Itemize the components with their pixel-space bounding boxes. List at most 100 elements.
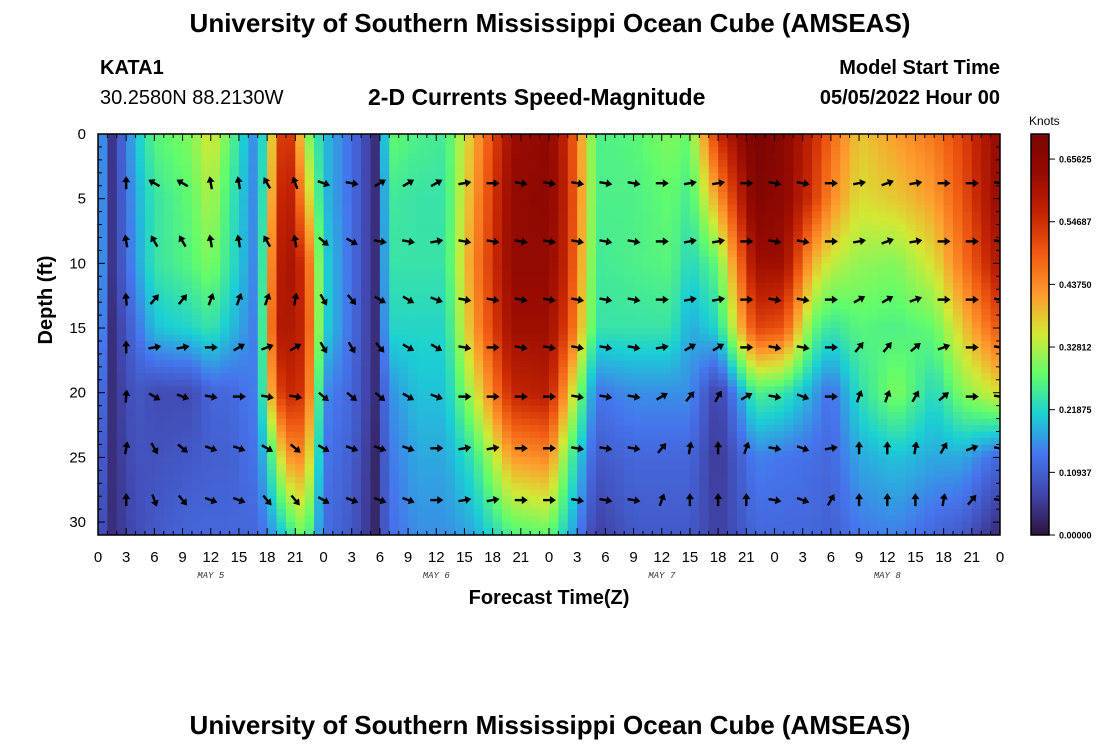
heatmap-cell <box>661 373 672 381</box>
heatmap-cell <box>107 172 118 180</box>
heatmap-cell <box>154 159 165 167</box>
heatmap-cell <box>98 334 108 342</box>
heatmap-cell <box>502 250 513 258</box>
heatmap-cell <box>238 243 249 252</box>
heatmap-cell <box>652 412 663 420</box>
heatmap-cell <box>332 231 343 239</box>
heatmap-cell <box>614 528 625 535</box>
heatmap-cell <box>210 231 221 239</box>
heatmap-cell <box>840 198 851 206</box>
heatmap-cell <box>98 366 108 374</box>
heatmap-cell <box>116 366 127 374</box>
heatmap-cell <box>727 483 738 491</box>
heatmap-cell <box>586 418 597 426</box>
heatmap-cell <box>351 192 362 200</box>
heatmap-cell <box>304 295 315 303</box>
heatmap-cell <box>549 386 559 394</box>
heatmap-cell <box>445 496 456 504</box>
heatmap-cell <box>163 263 174 271</box>
heatmap-cell <box>539 315 550 323</box>
heatmap-cell <box>473 450 484 458</box>
heatmap-cell <box>398 444 409 452</box>
heatmap-cell <box>351 457 362 465</box>
heatmap-cell <box>530 166 541 174</box>
heatmap-cell <box>624 334 635 342</box>
heatmap-cell <box>633 192 644 200</box>
heatmap-cell <box>577 224 588 232</box>
heatmap-cell <box>342 412 353 420</box>
heatmap-cell <box>220 321 231 329</box>
heatmap-cell <box>126 159 137 167</box>
heatmap-cell <box>755 450 766 458</box>
heatmap-cell <box>652 360 663 368</box>
heatmap-cell <box>436 412 447 420</box>
heatmap-cell <box>567 476 578 484</box>
heatmap-cell <box>812 515 823 523</box>
heatmap-cell <box>417 295 428 303</box>
heatmap-cell <box>549 509 559 517</box>
heatmap-cell <box>426 308 437 316</box>
heatmap-cell <box>605 321 616 329</box>
heatmap-cell <box>558 237 569 245</box>
heatmap-cell <box>699 489 710 497</box>
heatmap-cell <box>708 302 719 310</box>
heatmap-cell <box>267 159 278 167</box>
heatmap-cell <box>755 302 766 310</box>
heatmap-cell <box>530 347 541 355</box>
heatmap-cell <box>595 483 606 491</box>
heatmap-cell <box>445 282 456 290</box>
heatmap-cell <box>285 263 296 271</box>
heatmap-cell <box>699 509 710 517</box>
heatmap-cell <box>530 366 541 374</box>
heatmap-cell <box>511 379 522 387</box>
heatmap-cell <box>408 198 419 206</box>
heatmap-cell <box>342 340 353 349</box>
heatmap-cell <box>783 289 794 297</box>
heatmap-cell <box>248 360 259 368</box>
heatmap-cell <box>464 483 475 491</box>
heatmap-cell <box>661 328 672 336</box>
heatmap-cell <box>154 205 165 213</box>
heatmap-cell <box>210 483 221 491</box>
heatmap-cell <box>210 347 221 355</box>
heatmap-cell <box>379 522 390 530</box>
heatmap-cell <box>201 224 212 232</box>
heatmap-cell <box>567 399 578 407</box>
heatmap-cell <box>295 431 306 439</box>
heatmap-cell <box>389 159 400 167</box>
heatmap-cell <box>502 185 513 193</box>
heatmap-cell <box>680 218 691 226</box>
heatmap-cell <box>642 289 653 297</box>
heatmap-cell <box>483 159 494 167</box>
heatmap-cell <box>154 392 165 400</box>
heatmap-cell <box>624 224 635 232</box>
heatmap-cell <box>680 205 691 213</box>
heatmap-cell <box>793 269 804 277</box>
heatmap-cell <box>511 502 522 510</box>
heatmap-cell <box>210 153 221 161</box>
heatmap-cell <box>624 463 635 471</box>
heatmap-cell <box>342 282 353 290</box>
heatmap-cell <box>746 328 757 336</box>
heatmap-cell <box>699 483 710 491</box>
heatmap-cell <box>793 412 804 420</box>
heatmap-cell <box>840 269 851 277</box>
heatmap-cell <box>671 302 682 310</box>
heatmap-cell <box>549 483 559 491</box>
heatmap-cell <box>520 450 531 458</box>
heatmap-cell <box>502 321 513 329</box>
heatmap-cell <box>135 282 146 290</box>
heatmap-cell <box>549 276 559 284</box>
heatmap-cell <box>671 366 682 374</box>
heatmap-cell <box>567 463 578 471</box>
heatmap-cell <box>154 528 165 535</box>
heatmap-cell <box>567 405 578 413</box>
heatmap-cell <box>295 334 306 342</box>
heatmap-cell <box>699 308 710 316</box>
heatmap-cell <box>351 509 362 517</box>
heatmap-cell <box>840 321 851 329</box>
heatmap-cell <box>229 360 240 368</box>
heatmap-cell <box>830 192 841 200</box>
heatmap-cell <box>107 373 118 381</box>
heatmap-cell <box>445 315 456 323</box>
